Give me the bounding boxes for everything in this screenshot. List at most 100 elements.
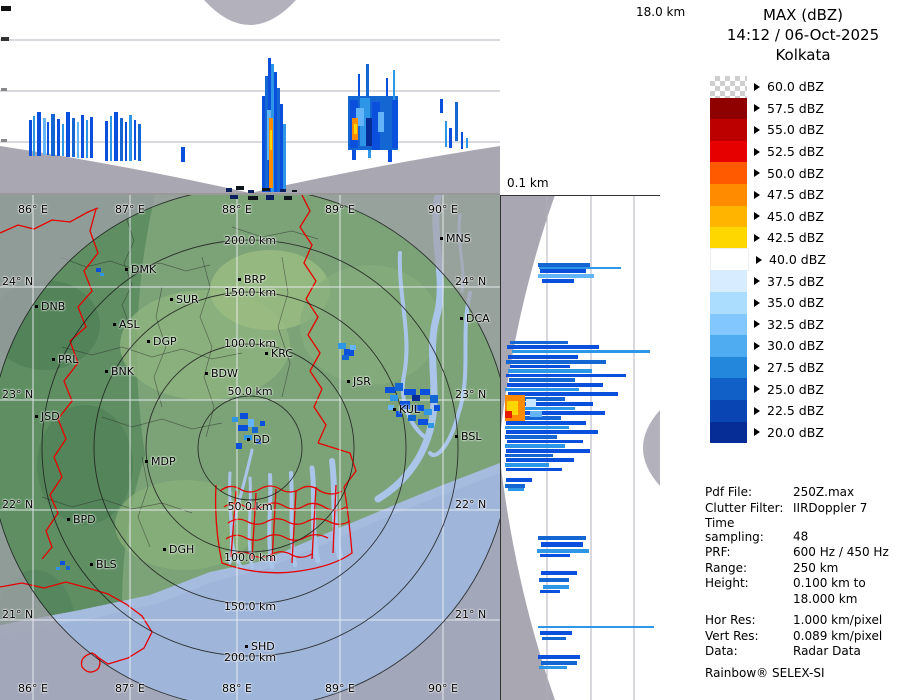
city-marker: JSR xyxy=(347,375,371,388)
lon-label-top: 88° E xyxy=(222,203,252,216)
legend-row: 20.0 dBZ xyxy=(710,421,824,444)
radar-map: 86° E 87° E 88° E 89° E 90° E 86° E 87° … xyxy=(0,195,500,700)
legend-swatch xyxy=(710,205,747,228)
city-dot xyxy=(147,340,150,343)
height-min-label: 0.1 km xyxy=(507,176,549,190)
legend-label: 30.0 dBZ xyxy=(767,338,824,354)
city-dot xyxy=(163,548,166,551)
city-marker: DCA xyxy=(460,312,490,325)
legend-arrow-icon xyxy=(754,428,764,437)
meta-label: Data: xyxy=(705,644,738,658)
legend-row: 42.5 dBZ xyxy=(710,227,824,249)
city-label: BPD xyxy=(73,513,96,526)
meta-value: Radar Data xyxy=(793,644,861,658)
city-marker: SUR xyxy=(170,293,199,306)
city-marker: SHD xyxy=(245,640,275,653)
ring-label: 150.0 km xyxy=(223,600,277,613)
top-cross-section-panel xyxy=(0,0,500,195)
city-label: PRL xyxy=(58,353,79,366)
city-dot xyxy=(35,415,38,418)
meta-label: Vert Res: xyxy=(705,628,759,643)
legend-arrow-icon xyxy=(754,363,764,372)
legend-swatch xyxy=(710,227,747,249)
top-axis-ticks xyxy=(1,6,11,142)
meta-value: 0.089 km/pixel xyxy=(793,628,883,643)
lon-label-bottom: 86° E xyxy=(18,682,48,695)
meta-row: Vert Res: 0.089 km/pixel xyxy=(705,628,905,644)
city-dot xyxy=(67,518,70,521)
top-echo-layer xyxy=(29,58,468,193)
legend-arrow-icon xyxy=(754,320,764,329)
lon-label-bottom: 88° E xyxy=(222,682,252,695)
legend-label: 35.0 dBZ xyxy=(767,295,824,311)
meta-row: 18.000 km xyxy=(705,591,905,607)
city-label: JSR xyxy=(353,375,371,388)
city-marker: BPD xyxy=(67,513,96,526)
legend-arrow-icon xyxy=(754,406,764,415)
legend-panel: MAX (dBZ) 14:12 / 06-Oct-2025 Kolkata 60… xyxy=(700,0,906,700)
legend-label: 50.0 dBZ xyxy=(767,165,824,181)
sea-layer xyxy=(0,463,500,700)
city-dot xyxy=(460,317,463,320)
product-datetime: 14:12 / 06-Oct-2025 xyxy=(726,26,880,44)
city-label: SUR xyxy=(176,293,199,306)
city-marker: DGP xyxy=(147,335,177,348)
city-dot xyxy=(455,435,458,438)
legend-row: 55.0 dBZ xyxy=(710,119,824,141)
legend-swatch xyxy=(710,97,747,120)
meta-row: Range: 250 km xyxy=(705,561,905,576)
city-dot xyxy=(247,438,250,441)
city-label: DGP xyxy=(153,335,177,348)
legend-swatch xyxy=(710,292,747,314)
city-dot xyxy=(125,268,128,271)
meta-value: 250Z.max xyxy=(793,485,855,499)
map-echo-layer xyxy=(56,195,440,570)
meta-value: 1.000 km/pixel xyxy=(793,613,883,627)
legend-row: 50.0 dBZ xyxy=(710,162,824,184)
legend-label: 32.5 dBZ xyxy=(767,316,824,332)
legend-swatch xyxy=(710,335,747,357)
city-marker: BSL xyxy=(455,430,481,443)
lon-label-top: 86° E xyxy=(18,203,48,216)
lon-label-top: 90° E xyxy=(428,203,458,216)
legend-swatch xyxy=(710,247,749,272)
product-title-block: MAX (dBZ) 14:12 / 06-Oct-2025 Kolkata xyxy=(700,5,906,65)
lon-label-bottom: 90° E xyxy=(428,682,458,695)
city-dot xyxy=(105,370,108,373)
city-dot xyxy=(238,278,241,281)
lat-label-right: 23° N xyxy=(455,388,487,401)
legend-arrow-icon xyxy=(756,255,766,264)
legend-arrow-icon xyxy=(754,233,764,242)
legend-swatch xyxy=(710,162,747,184)
city-label: MDP xyxy=(151,455,176,468)
height-max-label: 18.0 km xyxy=(636,5,686,19)
legend-arrow-icon xyxy=(754,147,764,156)
radar-map-canvas xyxy=(0,195,500,700)
legend-row: 60.0 dBZ xyxy=(710,76,824,98)
lon-label-top: 87° E xyxy=(115,203,145,216)
metadata-block: Pdf File: 250Z.max Clutter Filter: IIRDopp… xyxy=(705,485,905,680)
station-name: Kolkata xyxy=(775,46,831,64)
ring-label: 200.0 km xyxy=(223,651,277,664)
graticule xyxy=(0,195,500,700)
legend-arrow-icon xyxy=(754,212,764,221)
meta-label: PRF: xyxy=(705,545,731,559)
meta-row: Hor Res: 1.000 km/pixel xyxy=(705,613,905,628)
legend-label: 45.0 dBZ xyxy=(767,208,824,224)
city-marker: KRC xyxy=(265,347,293,360)
legend-arrow-icon xyxy=(754,385,764,394)
legend-label: 47.5 dBZ xyxy=(767,187,824,203)
legend-label: 27.5 dBZ xyxy=(767,360,824,376)
city-dot xyxy=(205,372,208,375)
city-label: KRC xyxy=(271,347,293,360)
city-label: DGH xyxy=(169,543,195,556)
product-name: MAX (dBZ) xyxy=(762,6,844,24)
legend-swatch xyxy=(710,119,747,141)
lat-label-left: 21° N xyxy=(2,608,34,621)
legend-label: 57.5 dBZ xyxy=(767,100,824,116)
ring-label: 100.0 km xyxy=(223,337,277,350)
meta-label: Hor Res: xyxy=(705,613,756,627)
legend-swatch xyxy=(710,378,747,400)
meta-value: 18.000 km xyxy=(793,591,858,606)
city-label: SHD xyxy=(251,640,275,653)
